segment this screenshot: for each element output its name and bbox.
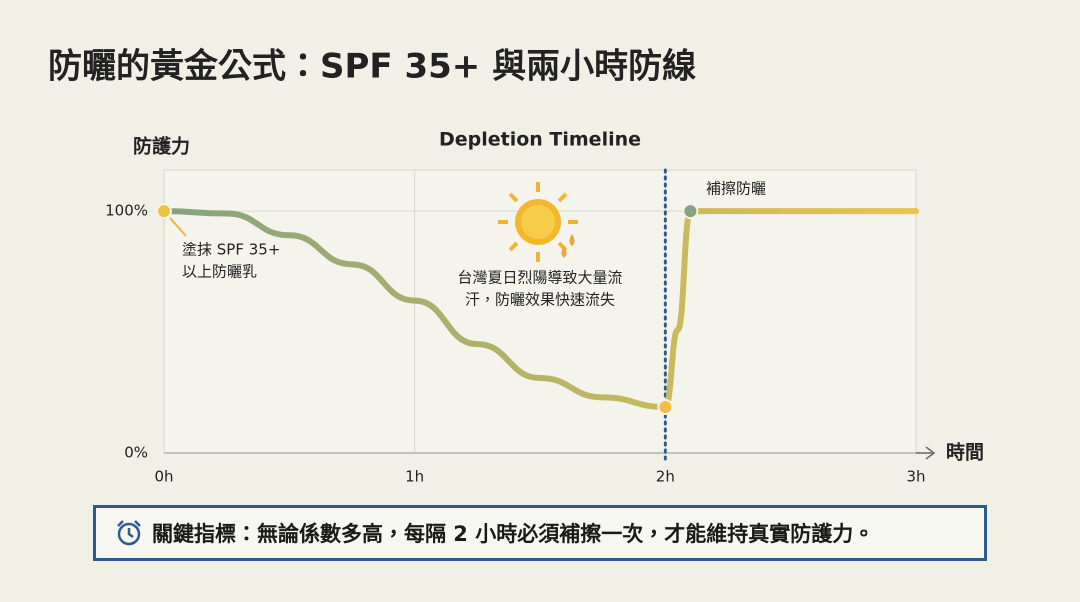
annotation-pointer xyxy=(169,217,187,237)
annotation: 以上防曬乳 xyxy=(182,263,257,281)
sun-icon xyxy=(498,182,578,262)
x-axis-arrow xyxy=(925,446,936,460)
callout-box: 關鍵指標：無論係數多高，每隔 2 小時必須補擦一次，才能維持真實防護力。 xyxy=(93,505,987,561)
annotation: 汗，防曬效果快速流失 xyxy=(465,291,615,309)
y-tick-label: 0% xyxy=(124,444,148,462)
x-tick-label: 0h xyxy=(154,468,173,486)
chart-title: Depletion Timeline xyxy=(439,129,641,151)
line xyxy=(161,208,919,411)
annotation: 補擦防曬 xyxy=(706,180,766,198)
annotation: 台灣夏日烈陽導致大量流 xyxy=(457,269,622,287)
alarm-icon xyxy=(117,520,141,546)
point-marker xyxy=(156,203,172,220)
page-title: 防曬的黃金公式：SPF 35+ 與兩小時防線 xyxy=(48,47,696,87)
x-axis-label: 時間 xyxy=(946,442,984,464)
point-marker xyxy=(682,203,699,220)
callout-text: 關鍵指標：無論係數多高，每隔 2 小時必須補擦一次，才能維持真實防護力。 xyxy=(152,522,875,546)
x-tick-label: 3h xyxy=(906,468,925,486)
point-marker xyxy=(657,399,674,416)
x-tick-label: 1h xyxy=(405,468,424,486)
y-tick-label: 100% xyxy=(105,202,148,220)
x-tick-label: 2h xyxy=(656,468,675,486)
y-axis-label: 防護力 xyxy=(133,135,190,158)
annotation: 塗抹 SPF 35+ xyxy=(182,241,280,259)
